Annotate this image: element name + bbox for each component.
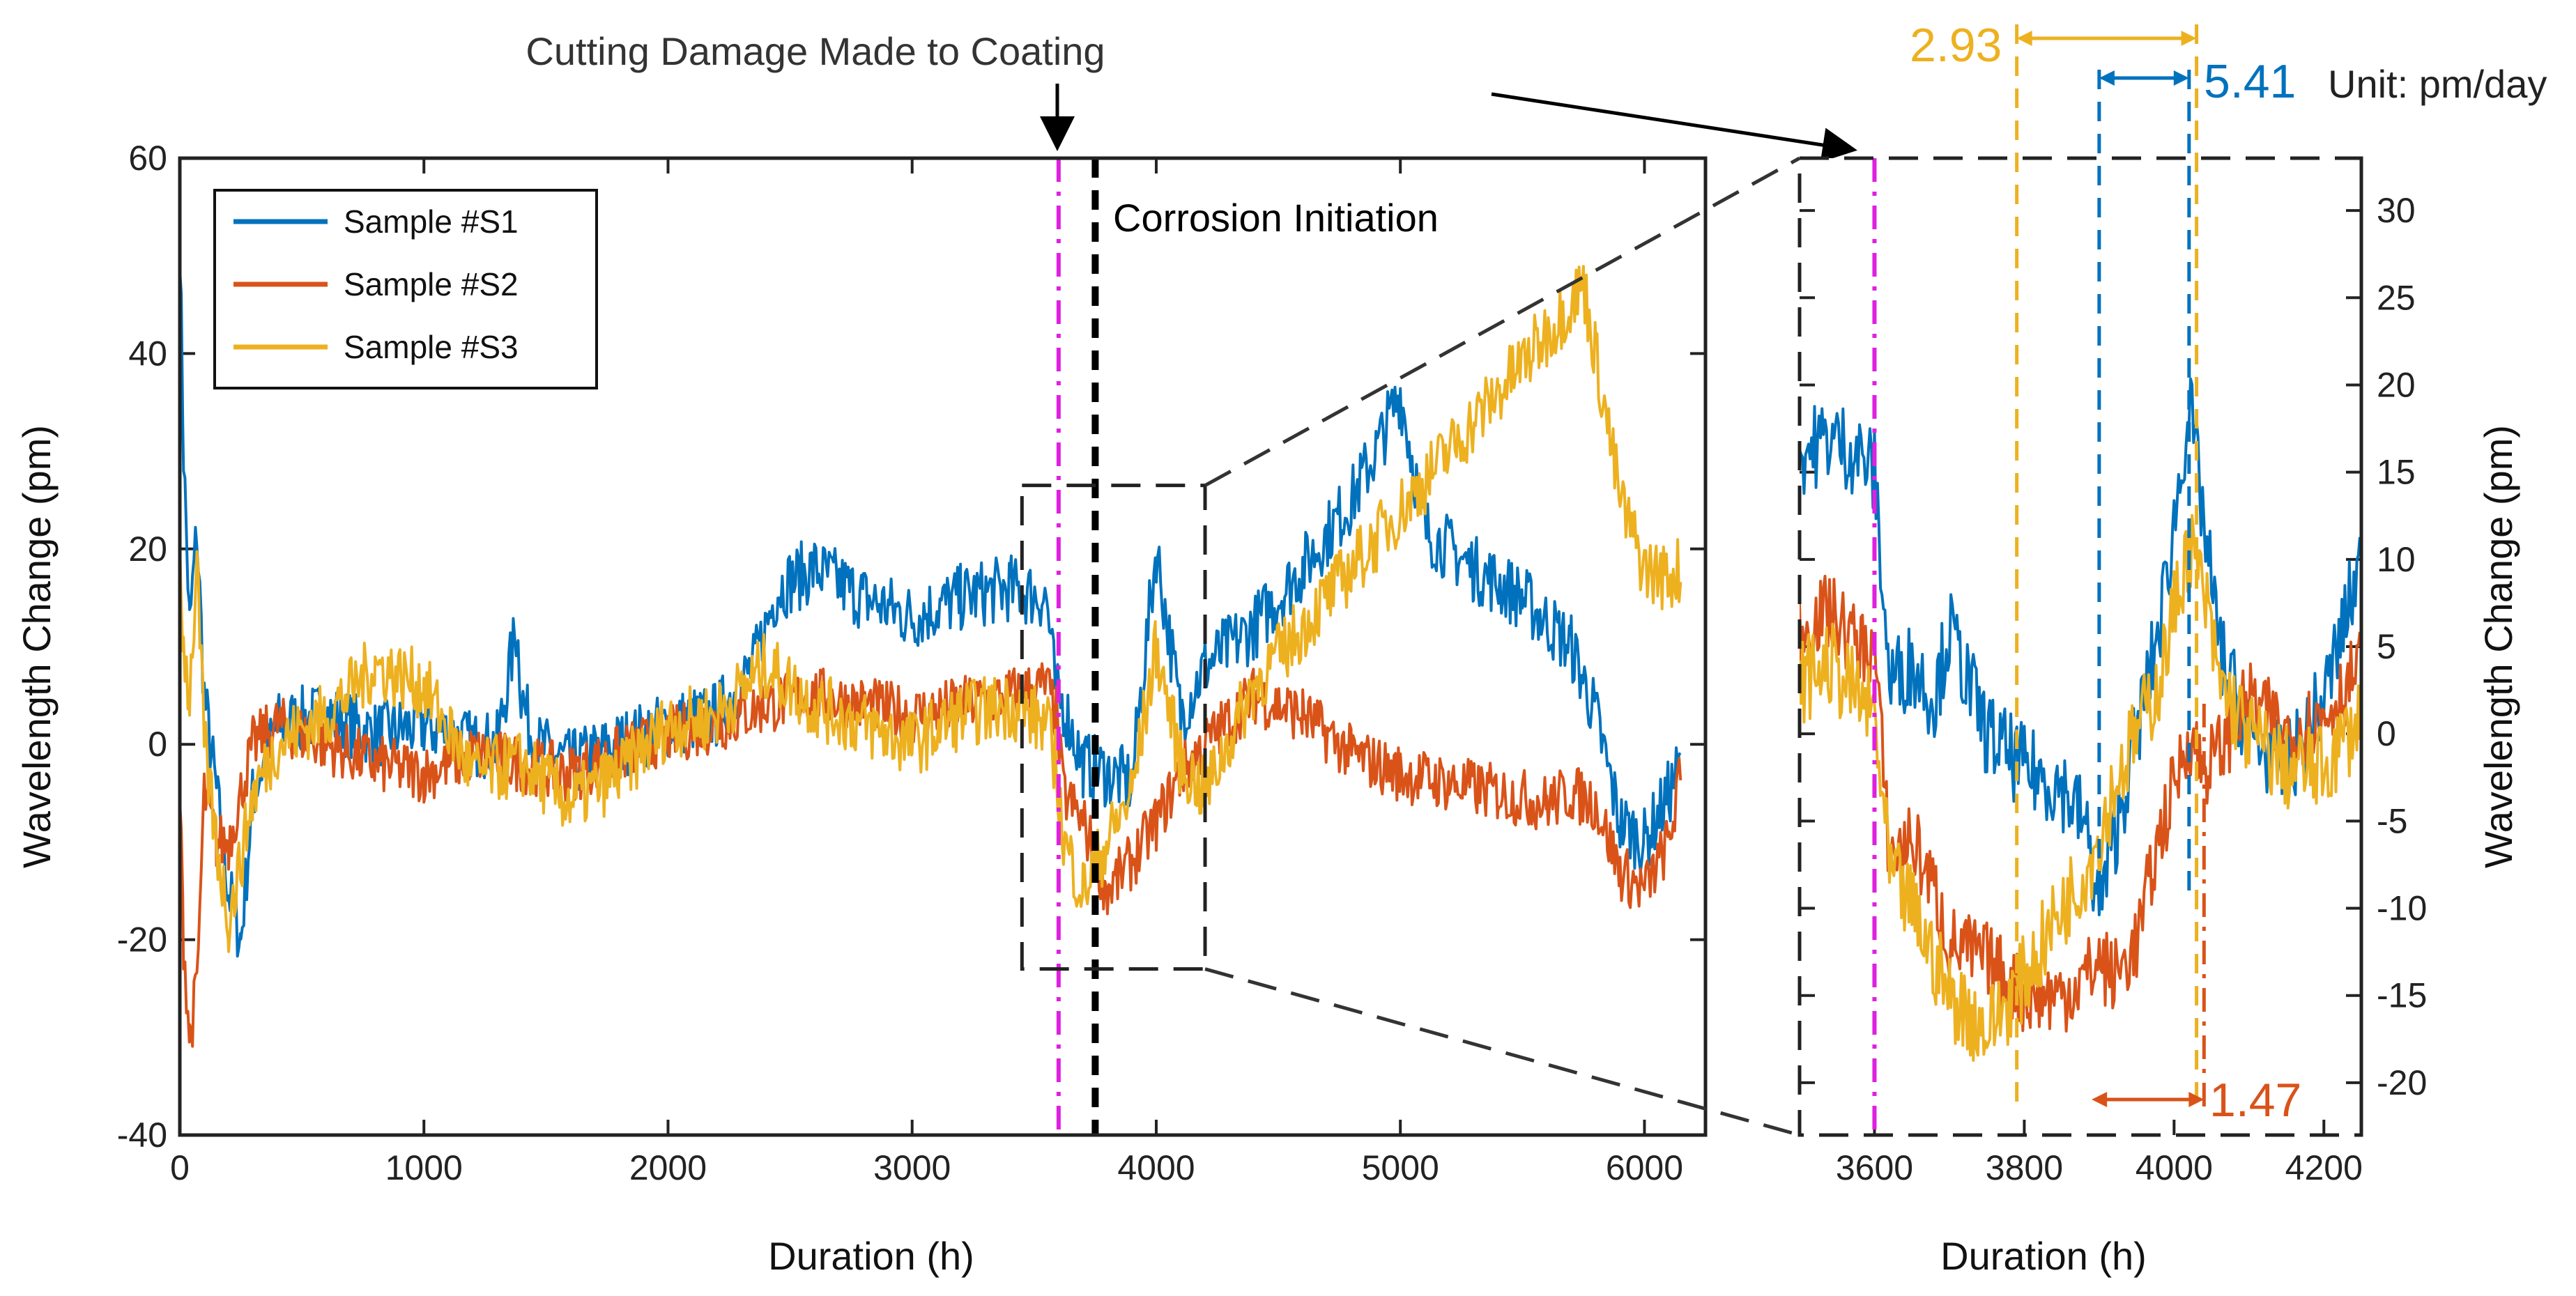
zoom-y-tick-label: 20: [2377, 365, 2416, 404]
main-x-tick-label: 1000: [385, 1148, 463, 1187]
zoom-pointer-arrow: [1491, 92, 1857, 162]
rate-arrowhead-right-3: [2188, 1092, 2205, 1107]
zoom-x-tick-label: 4200: [2285, 1148, 2363, 1187]
main-x-tick-label: 0: [170, 1148, 190, 1187]
main-y-axis-label: Wavelength Change (pm): [15, 425, 59, 868]
rate-arrowhead-right-2: [2173, 70, 2189, 86]
zoom-y-tick-label: 15: [2377, 453, 2416, 492]
rate-annotations: 2.93 5.41 Unit: pm/day 1.47: [1910, 19, 2547, 1127]
main-y-tick-label: -20: [117, 920, 167, 959]
rate-arrowhead-left-3: [2092, 1092, 2108, 1107]
zoom-y-ticks: -20 -15 -10 -5 0 5 10 15 20 25 30: [1800, 191, 2427, 1102]
zoom-y-tick-label: 25: [2377, 278, 2416, 317]
rate-value-s2: 1.47: [2209, 1074, 2301, 1127]
cutting-damage-annotation: Cutting Damage Made to Coating: [526, 29, 1105, 73]
unit-label: Unit: pm/day: [2328, 62, 2547, 106]
zoom-y-tick-label: -5: [2377, 801, 2407, 840]
legend: Sample #S1 Sample #S2 Sample #S3: [213, 189, 598, 389]
main-x-tick-label: 2000: [629, 1148, 707, 1187]
legend-label-s1: Sample #S1: [344, 203, 519, 240]
legend-label-s2: Sample #S2: [344, 266, 519, 302]
zoom-y-tick-label: -10: [2377, 889, 2427, 928]
zoom-x-axis-label: Duration (h): [1940, 1234, 2147, 1278]
zoom-x-tick-label: 3600: [1836, 1148, 1913, 1187]
zoom-x-ticks: 3600 3800 4000 4200: [1836, 1120, 2363, 1187]
zoom-plot: -20 -15 -10 -5 0 5 10 15 20 25 30 3600 3800 4000 4200: [1797, 24, 2427, 1187]
main-y-tick-label: 0: [148, 725, 167, 764]
zoom-series-line-3: [1800, 514, 2361, 1062]
zoom-series-line-1: [1800, 377, 2361, 917]
main-y-tick-label: 60: [128, 139, 167, 178]
rate-value-s3: 2.93: [1910, 19, 2002, 72]
main-x-tick-label: 6000: [1606, 1148, 1683, 1187]
main-x-ticks: 0 1000 2000 3000 4000 5000 6000: [170, 158, 1683, 1187]
main-x-tick-label: 4000: [1117, 1148, 1195, 1187]
legend-label-s3: Sample #S3: [344, 329, 519, 365]
main-x-tick-label: 5000: [1362, 1148, 1439, 1187]
main-vlines: [1056, 158, 1099, 1135]
zoom-series-group: [1800, 377, 2361, 1062]
main-series-group: [180, 265, 1682, 1048]
main-y-tick-label: 20: [128, 530, 167, 569]
zoom-connector-bottom: [1204, 967, 1800, 1137]
main-x-tick-label: 3000: [873, 1148, 951, 1187]
zoom-y-tick-label: 30: [2377, 191, 2416, 230]
rate-arrowhead-left-1: [2016, 31, 2032, 46]
zoom-x-tick-label: 3800: [1986, 1148, 2063, 1187]
zoom-y-tick-label: -20: [2377, 1063, 2427, 1102]
zoom-vlines: [1872, 24, 2206, 1135]
main-y-tick-label: -40: [117, 1116, 167, 1155]
rate-arrowhead-right-1: [2181, 31, 2197, 46]
zoom-y-axis-label: Wavelength Change (pm): [2476, 425, 2520, 868]
zoom-y-tick-label: 0: [2377, 714, 2396, 753]
zoom-connector-top: [1204, 156, 1801, 487]
main-x-axis-label: Duration (h): [768, 1234, 974, 1278]
main-y-tick-label: 40: [128, 334, 167, 373]
zoom-plot-background: [1800, 158, 2361, 1135]
zoom-x-tick-label: 4000: [2136, 1148, 2213, 1187]
main-y-ticks: -40 -20 0 20 40 60: [117, 139, 1705, 1155]
main-series-line-1: [180, 270, 1682, 958]
rate-value-s1: 5.41: [2204, 55, 2296, 108]
zoom-y-tick-label: -15: [2377, 976, 2427, 1015]
zoom-y-tick-label: 10: [2377, 540, 2416, 579]
zoom-y-tick-label: 5: [2377, 627, 2396, 666]
main-plot-frame: [178, 156, 1708, 1137]
main-zoom-box: [1020, 484, 1207, 971]
rate-arrowhead-left-2: [2099, 70, 2115, 86]
corrosion-initiation-annotation: Corrosion Initiation: [1113, 196, 1439, 240]
main-series-line-3: [180, 265, 1682, 953]
